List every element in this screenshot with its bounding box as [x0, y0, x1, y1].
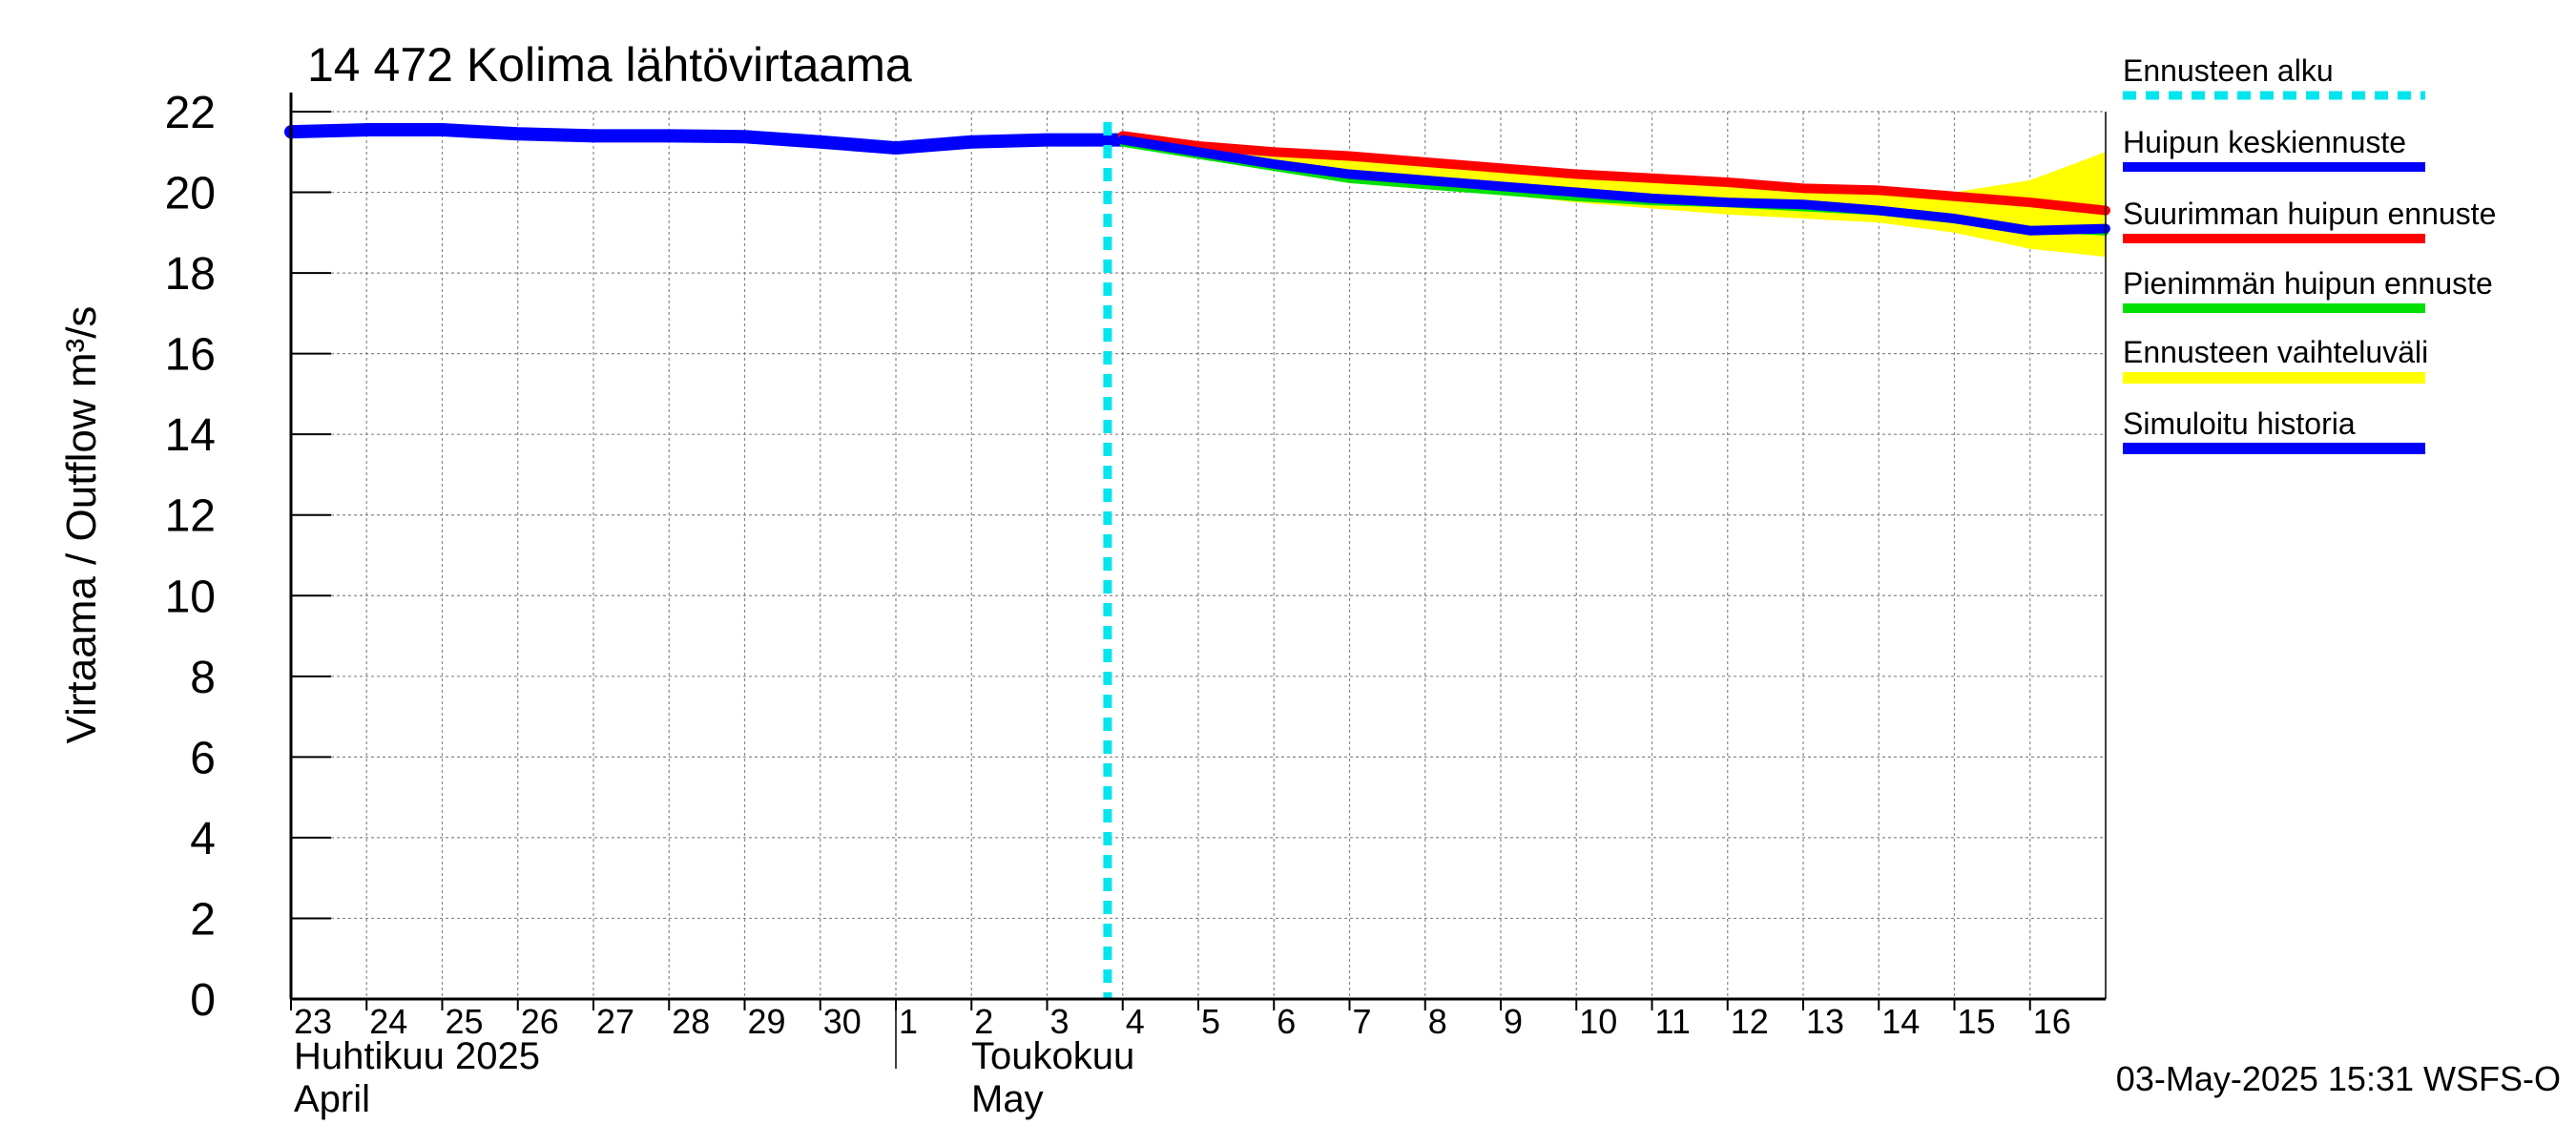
y-tick-label: 22: [165, 88, 216, 138]
legend-label: Huipun keskiennuste: [2123, 125, 2406, 159]
legend-item-simulated-history: Simuloitu historia: [2123, 406, 2425, 454]
legend-item-min-peak: Pienimmän huipun ennuste: [2123, 266, 2493, 313]
x-tick-label: 1: [899, 1002, 918, 1041]
max-peak-forecast-line: [1117, 131, 2110, 216]
axes: [289, 93, 2107, 1069]
legend-item-max-peak: Suurimman huipun ennuste: [2123, 197, 2496, 243]
legend-label: Simuloitu historia: [2123, 406, 2356, 441]
x-tick-label: 13: [1806, 1002, 1844, 1041]
y-tick-label: 12: [165, 491, 216, 542]
x-tick-label: 7: [1353, 1002, 1372, 1041]
month-april-en: April: [294, 1078, 370, 1120]
y-tick-label: 10: [165, 572, 216, 622]
y-tick-label: 14: [165, 410, 216, 461]
x-tick-label: 11: [1655, 1002, 1691, 1041]
footer-timestamp: 03-May-2025 15:31 WSFS-O: [2116, 1059, 2561, 1098]
x-tick-label: 24: [369, 1002, 407, 1041]
y-tick-label: 20: [165, 169, 216, 219]
y-axis-label: Virtaama / Outflow m³/s: [58, 306, 105, 744]
y-tick-label: 6: [190, 733, 216, 783]
legend: Ennusteen alku Huipun keskiennuste Suuri…: [2123, 53, 2496, 454]
legend-label: Ennusteen alku: [2123, 53, 2334, 88]
simulated-history-line: [284, 123, 1130, 156]
x-tick-label: 9: [1504, 1002, 1523, 1041]
legend-label: Pienimmän huipun ennuste: [2123, 266, 2493, 301]
x-tick-label: 26: [521, 1002, 559, 1041]
y-tick-label: 8: [190, 653, 216, 703]
x-tick-label: 29: [748, 1002, 786, 1041]
y-tick-label: 16: [165, 330, 216, 381]
series-layer: [284, 123, 2110, 236]
x-tick-label: 23: [294, 1002, 332, 1041]
y-tick-label: 0: [190, 975, 216, 1026]
x-tick-label: 16: [2033, 1002, 2071, 1041]
legend-item-range: Ennusteen vaihteluväli: [2123, 335, 2428, 384]
x-tick-label: 27: [596, 1002, 634, 1041]
month-may-fi: Toukokuu: [971, 1035, 1134, 1077]
x-tick-label: 28: [672, 1002, 710, 1041]
x-tick-label: 3: [1050, 1002, 1070, 1041]
x-tick-label: 12: [1731, 1002, 1769, 1041]
x-tick-labels: 23 24 25 26 27 28 29 30 1 2 3 4 5 6 7 8 9 10 11 12 13 14 15 16: [294, 1002, 2071, 1041]
x-tick-label: 8: [1428, 1002, 1447, 1041]
legend-label: Ennusteen vaihteluväli: [2123, 335, 2428, 369]
x-tick-label: 15: [1958, 1002, 1996, 1041]
grid: [291, 111, 2106, 999]
y-tick-labels: 0 2 4 6 8 10 12 14 16 18 20 22: [165, 88, 216, 1026]
x-tick-label: 2: [974, 1002, 993, 1041]
x-tick-label: 25: [446, 1002, 484, 1041]
legend-item-forecast-start: Ennusteen alku: [2123, 53, 2425, 100]
y-tick-label: 4: [190, 814, 216, 864]
chart-title: 14 472 Kolima lähtövirtaama: [307, 38, 912, 92]
legend-item-mean-peak: Huipun keskiennuste: [2123, 125, 2425, 172]
x-tick-label: 4: [1126, 1002, 1145, 1041]
month-april-fi: Huhtikuu 2025: [294, 1035, 540, 1077]
legend-label: Suurimman huipun ennuste: [2123, 197, 2496, 231]
x-tick-label: 30: [823, 1002, 862, 1041]
x-tick-label: 10: [1579, 1002, 1617, 1041]
x-tick-label: 14: [1881, 1002, 1920, 1041]
mean-peak-forecast-line: [1117, 135, 2110, 236]
x-tick-label: 6: [1277, 1002, 1296, 1041]
month-may-en: May: [971, 1078, 1044, 1120]
y-tick-label: 2: [190, 894, 216, 945]
x-tick-label: 5: [1201, 1002, 1220, 1041]
y-tick-label: 18: [165, 249, 216, 300]
